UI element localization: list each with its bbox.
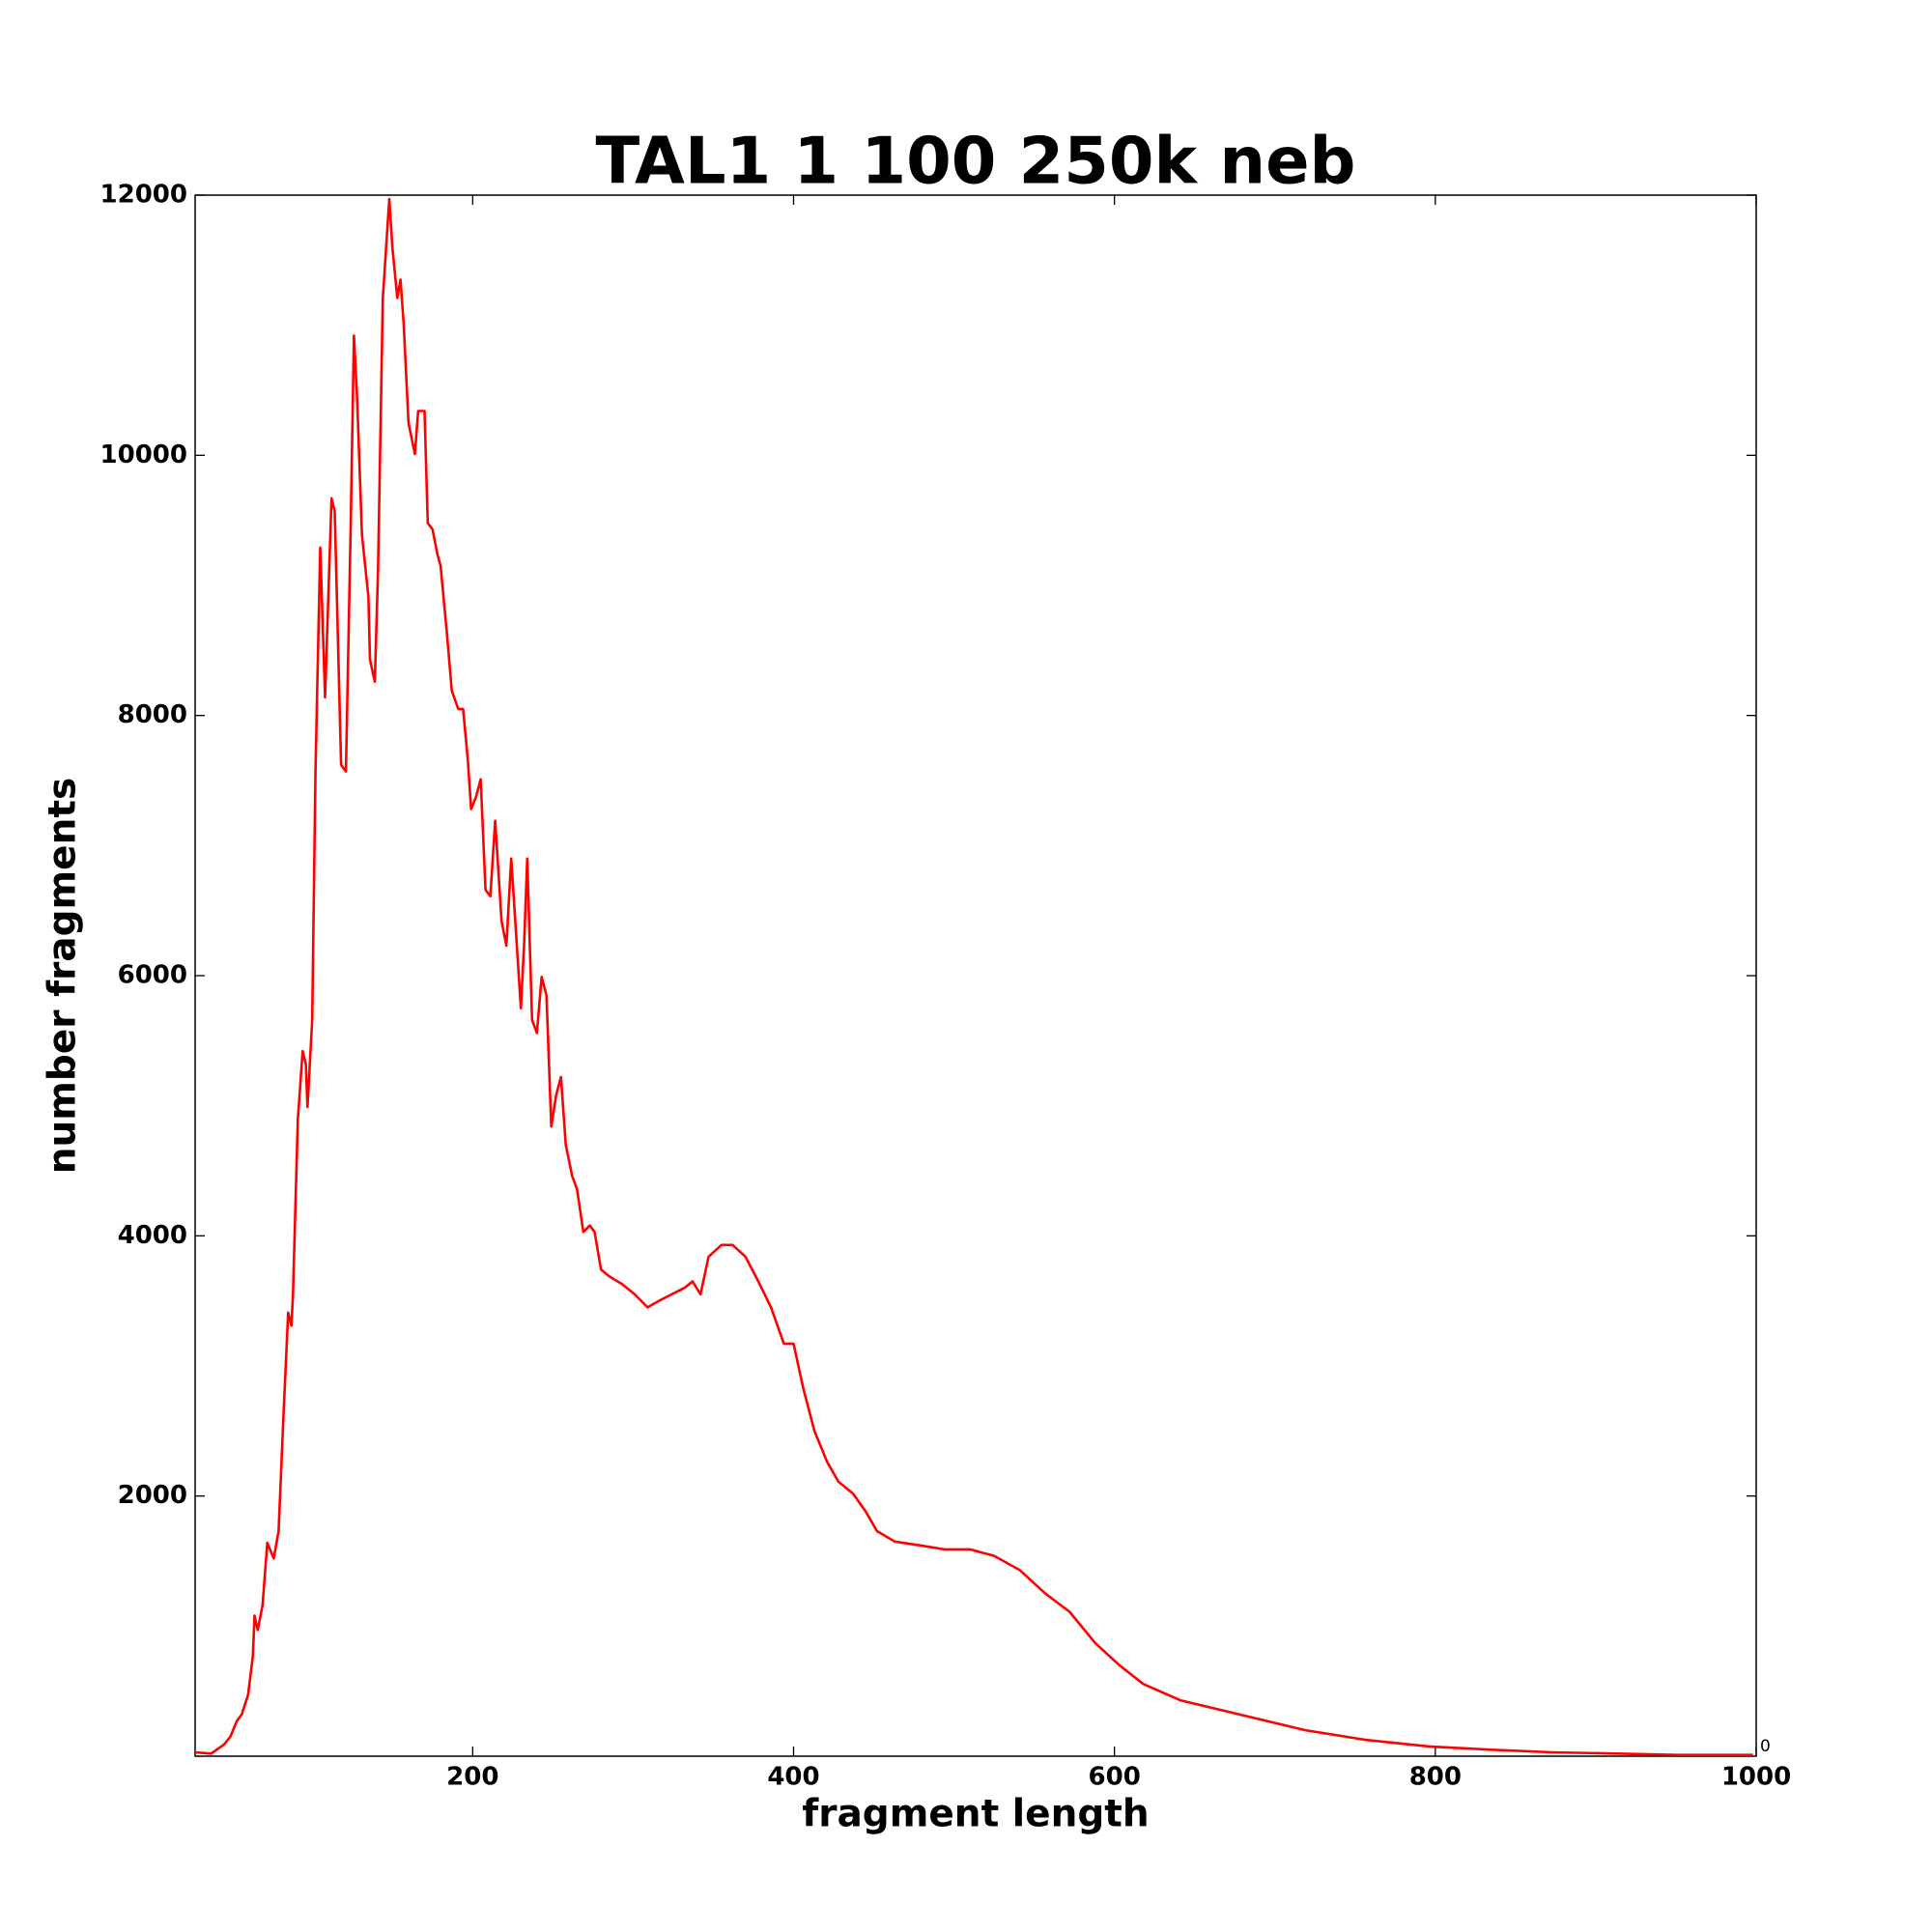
plot-frame [194, 194, 1757, 1757]
x-tick-label: 200 [446, 1763, 498, 1792]
y-tick-label: 2000 [118, 1481, 187, 1510]
x-tick-label: 600 [1089, 1763, 1141, 1792]
corner-label: 0 [1760, 1737, 1771, 1756]
y-tick-label: 8000 [118, 700, 187, 729]
x-axis-label: fragment length [802, 1793, 1149, 1836]
y-tick-label: 6000 [118, 961, 187, 990]
data-line [194, 197, 1753, 1756]
x-tick-label: 1000 [1721, 1763, 1791, 1792]
y-tick-label: 4000 [118, 1221, 187, 1250]
y-tick-label: 10000 [100, 440, 187, 469]
chart-title: TAL1 1 100 250k neb [596, 124, 1356, 199]
y-tick-label: 12000 [100, 181, 187, 210]
x-tick-label: 800 [1409, 1763, 1462, 1792]
x-tick-label: 400 [767, 1763, 819, 1792]
y-axis-label: number fragments [42, 778, 85, 1175]
